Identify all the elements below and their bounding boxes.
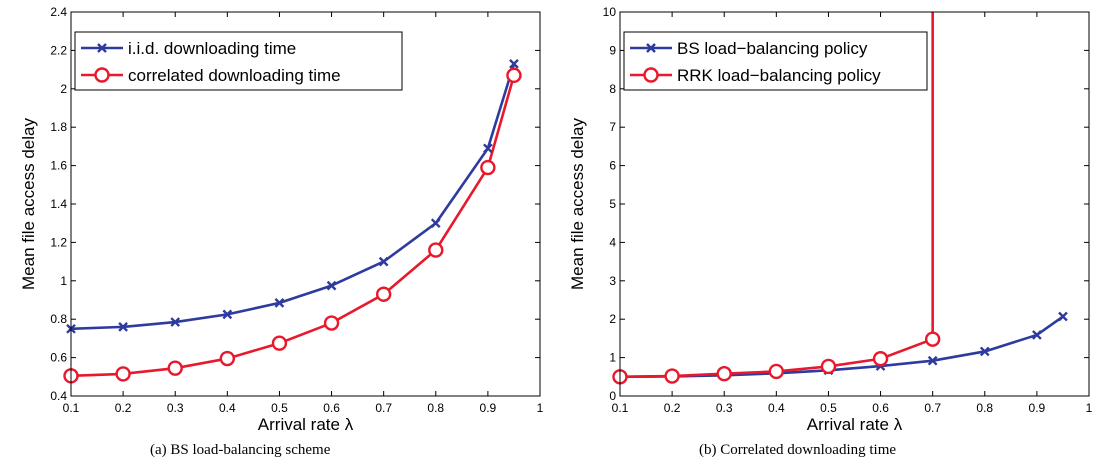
caption-b: (b) Correlated downloading time (699, 442, 897, 458)
data-point-1-5 (872, 351, 889, 367)
y-tick-label: 1.4 (50, 197, 67, 211)
y-tick-label: 1.2 (50, 235, 67, 249)
y-tick-label: 5 (609, 197, 616, 211)
chart-a: 0.1 0.2 0.3 0.4 0.5 0.6 0.7 0.8 0.9 1 0.4 0.6 0.8 1 1.… (19, 5, 544, 434)
x-tick-label: 0.9 (480, 401, 497, 415)
data-point-0-1 (118, 322, 128, 332)
y-tick-label: 0 (609, 389, 616, 403)
y-tick-label: 2 (609, 312, 616, 326)
x-tick-label: 0.7 (375, 401, 392, 415)
x-tick-label: 0.8 (427, 401, 444, 415)
data-point-0-7 (979, 346, 990, 357)
data-point-1-4 (820, 358, 837, 375)
y-tick-label: 4 (609, 235, 616, 249)
y-tick-label: 1.8 (50, 120, 67, 134)
y-tick-label: 1.6 (50, 159, 67, 173)
figure-b: 0.1 0.2 0.3 0.4 0.5 0.6 0.7 0.8 0.9 1 0 1 2 3 4 5 6 7 8 9 10… (549, 0, 1098, 466)
data-point-1-3 (768, 363, 785, 380)
x-tick-label: 0.2 (115, 401, 132, 415)
x-tick-label: 0.3 (716, 401, 733, 415)
data-point-0-6 (927, 355, 938, 366)
legend-label-1: RRK load−balancing policy (677, 66, 881, 85)
y-axis-label: Mean file access delay (19, 118, 38, 290)
x-tick-label: 0.9 (1029, 401, 1046, 415)
legend-marker-1 (643, 67, 659, 83)
legend: i.i.d. downloading time correlated downlo… (74, 31, 403, 91)
x-tick-label: 0.8 (976, 401, 993, 415)
y-tick-label: 8 (609, 82, 616, 96)
x-tick-label: 0.6 (323, 401, 340, 415)
x-tick-label: 0.4 (219, 401, 236, 415)
x-tick-label: 0.5 (271, 401, 288, 415)
data-point-1-2 (167, 360, 183, 376)
y-tick-label: 0.6 (50, 351, 67, 365)
data-point-0-8 (483, 143, 493, 154)
y-tick-label: 0.4 (50, 389, 67, 403)
data-point-0-4 (274, 298, 285, 308)
y-tick-label: 3 (609, 274, 616, 288)
data-point-1-5 (323, 315, 340, 331)
x-tick-label: 0.5 (820, 401, 837, 415)
legend-label-0: BS load−balancing policy (677, 39, 868, 58)
data-point-1-7 (428, 242, 444, 258)
data-point-0-9 (509, 58, 519, 69)
marker-group (63, 58, 522, 384)
x-tick-label: 0.4 (768, 401, 785, 415)
data-point-1-8 (480, 159, 496, 176)
y-tick-label: 1 (60, 274, 67, 288)
x-tick-label: 0.7 (924, 401, 941, 415)
series-group (71, 63, 516, 378)
data-point-1-1 (115, 366, 131, 382)
data-point-1-3 (219, 350, 236, 367)
data-point-0-3 (222, 309, 233, 320)
plot-frame (619, 11, 1090, 397)
x-tick-label: 1 (1086, 401, 1093, 415)
x-tick-label: 0.6 (872, 401, 889, 415)
legend-box (74, 31, 403, 91)
x-axis-label: Arrival rate λ (258, 415, 354, 434)
x-tick-label: 0.1 (612, 401, 629, 415)
y-axis-label: Mean file access delay (568, 118, 587, 290)
legend-label-0: i.i.d. downloading time (128, 39, 296, 58)
legend-marker-0 (97, 43, 107, 53)
x-tick-label: 0.1 (63, 401, 80, 415)
data-point-1-4 (271, 335, 288, 351)
legend: BS load−balancing policy RRK load−balanci… (623, 31, 928, 91)
x-axis-label: Arrival rate λ (807, 415, 903, 434)
data-point-1-9 (506, 67, 522, 84)
y-tick-label: 9 (609, 43, 616, 57)
y-tick-label: 2.4 (50, 5, 67, 19)
y-tick-label: 7 (609, 120, 616, 134)
legend-label-1: correlated downloading time (128, 66, 341, 85)
x-tick-label: 1 (537, 401, 544, 415)
y-tick-label: 0.8 (50, 312, 67, 326)
data-point-1-6 (924, 331, 941, 347)
y-tick-label: 6 (609, 159, 616, 173)
y-tick-label: 2.2 (50, 43, 67, 57)
legend-box (623, 31, 928, 91)
legend-marker-1 (94, 67, 110, 83)
data-point-0-8 (1032, 330, 1042, 340)
data-point-0-6 (378, 256, 389, 267)
data-point-1-2 (716, 366, 732, 382)
data-point-1-6 (375, 286, 392, 302)
series-line-0 (71, 63, 516, 331)
data-point-0-9 (1058, 311, 1068, 322)
chart-b: 0.1 0.2 0.3 0.4 0.5 0.6 0.7 0.8 0.9 1012345678910… (568, 5, 1093, 434)
legend-marker-0 (646, 43, 656, 53)
x-tick-label: 0.3 (167, 401, 184, 415)
figure-a: 0.1 0.2 0.3 0.4 0.5 0.6 0.7 0.8 0.9 1 0.4 0.6 0.8 1 1.… (19, 5, 544, 458)
y-tick-label: 10 (603, 5, 617, 19)
data-point-0-2 (170, 317, 181, 327)
data-point-0-7 (430, 218, 441, 229)
caption-a: (a) BS load-balancing scheme (150, 442, 331, 458)
series-line-1 (71, 75, 516, 378)
plot-frame (70, 11, 541, 397)
data-point-1-1 (664, 368, 680, 384)
data-point-0-5 (326, 280, 337, 291)
y-tick-label: 1 (609, 351, 616, 365)
x-tick-label: 0.2 (664, 401, 681, 415)
y-tick-label: 2 (60, 82, 67, 96)
